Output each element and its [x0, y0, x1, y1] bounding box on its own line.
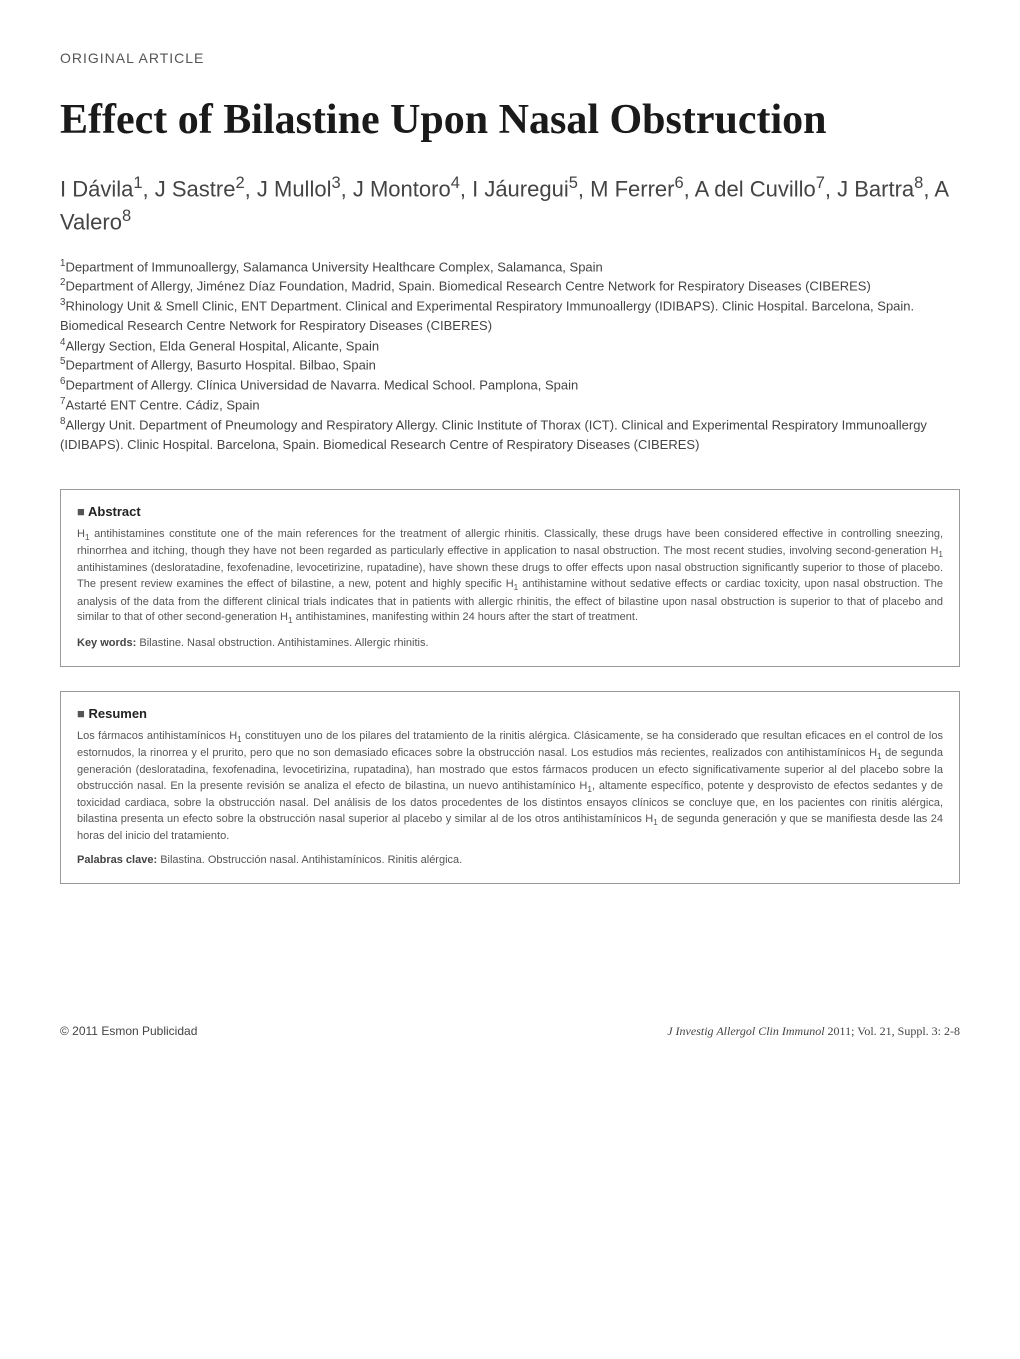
journal-name: J Investig Allergol Clin Immunol: [667, 1024, 824, 1038]
resumen-body: Los fármacos antihistamínicos H1 constit…: [77, 729, 943, 845]
affiliation-line: 7Astarté ENT Centre. Cádiz, Spain: [60, 395, 960, 415]
page-footer: © 2011 Esmon Publicidad J Investig Aller…: [60, 1024, 960, 1039]
keywords-label: Key words:: [77, 637, 136, 649]
abstract-box: Abstract H1 antihistamines constitute on…: [60, 489, 960, 666]
affiliation-line: 3Rhinology Unit & Smell Clinic, ENT Depa…: [60, 296, 960, 335]
article-type-label: ORIGINAL ARTICLE: [60, 50, 960, 66]
affiliation-line: 6Department of Allergy. Clínica Universi…: [60, 375, 960, 395]
keywords-text: Bilastine. Nasal obstruction. Antihistam…: [139, 637, 428, 649]
abstract-keywords: Key words: Bilastine. Nasal obstruction.…: [77, 636, 943, 652]
citation-details: 2011; Vol. 21, Suppl. 3: 2-8: [825, 1024, 960, 1038]
affiliation-line: 1Department of Immunoallergy, Salamanca …: [60, 257, 960, 277]
resumen-box: Resumen Los fármacos antihistamínicos H1…: [60, 691, 960, 884]
resumen-heading: Resumen: [77, 706, 943, 721]
authors-list: I Dávila1, J Sastre2, J Mullol3, J Monto…: [60, 172, 960, 238]
copyright-text: © 2011 Esmon Publicidad: [60, 1024, 197, 1038]
palabras-clave-text: Bilastina. Obstrucción nasal. Antihistam…: [160, 854, 462, 866]
affiliation-line: 4Allergy Section, Elda General Hospital,…: [60, 336, 960, 356]
affiliation-line: 8Allergy Unit. Department of Pneumology …: [60, 415, 960, 454]
palabras-clave-label: Palabras clave:: [77, 854, 157, 866]
affiliation-line: 5Department of Allergy, Basurto Hospital…: [60, 355, 960, 375]
resumen-keywords: Palabras clave: Bilastina. Obstrucción n…: [77, 853, 943, 869]
journal-citation: J Investig Allergol Clin Immunol 2011; V…: [667, 1024, 960, 1039]
abstract-heading: Abstract: [77, 504, 943, 519]
abstract-body: H1 antihistamines constitute one of the …: [77, 527, 943, 627]
affiliations-list: 1Department of Immunoallergy, Salamanca …: [60, 257, 960, 455]
affiliation-line: 2Department of Allergy, Jiménez Díaz Fou…: [60, 276, 960, 296]
article-title: Effect of Bilastine Upon Nasal Obstructi…: [60, 96, 960, 144]
